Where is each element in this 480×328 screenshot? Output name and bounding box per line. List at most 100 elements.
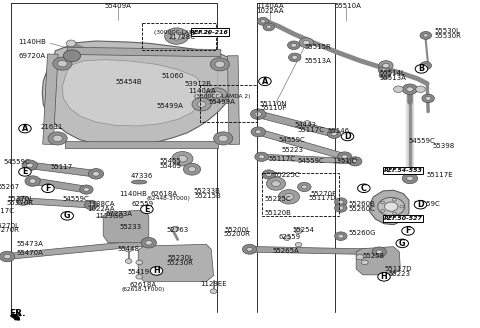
Circle shape	[93, 172, 99, 176]
Circle shape	[423, 34, 428, 37]
Circle shape	[416, 86, 425, 92]
Text: 54559C: 54559C	[278, 137, 305, 143]
Circle shape	[393, 212, 396, 215]
Circle shape	[327, 129, 341, 138]
Bar	[142, 23, 216, 50]
Circle shape	[145, 240, 152, 245]
Text: 21631: 21631	[41, 124, 63, 130]
Polygon shape	[370, 190, 409, 225]
Polygon shape	[65, 141, 218, 148]
Text: 1022AA: 1022AA	[256, 8, 284, 14]
Circle shape	[178, 155, 187, 162]
Polygon shape	[43, 54, 58, 144]
Circle shape	[379, 71, 391, 79]
Text: FR.: FR.	[10, 309, 26, 318]
Text: 55117: 55117	[50, 164, 72, 170]
Polygon shape	[250, 247, 379, 255]
Circle shape	[26, 163, 33, 168]
Text: 55200R: 55200R	[224, 231, 251, 237]
Polygon shape	[261, 154, 356, 164]
Text: 62618A: 62618A	[151, 191, 178, 196]
Polygon shape	[256, 129, 347, 159]
Circle shape	[255, 112, 262, 116]
Text: 54559C: 54559C	[408, 138, 435, 144]
Text: 1140HB: 1140HB	[120, 191, 147, 197]
Text: REF.50-527: REF.50-527	[384, 215, 422, 221]
Circle shape	[266, 173, 272, 176]
Circle shape	[255, 152, 268, 161]
Circle shape	[381, 210, 384, 212]
Circle shape	[136, 260, 143, 265]
Circle shape	[278, 190, 300, 204]
Circle shape	[141, 205, 153, 214]
Text: 55117C: 55117C	[0, 208, 14, 214]
Text: 55473A: 55473A	[16, 241, 43, 247]
Text: 55530L: 55530L	[435, 28, 461, 34]
Circle shape	[218, 135, 228, 142]
Circle shape	[337, 152, 352, 162]
Circle shape	[291, 43, 297, 47]
Text: 55117C: 55117C	[268, 156, 295, 162]
Circle shape	[420, 62, 432, 70]
Circle shape	[342, 155, 348, 159]
Text: 51060: 51060	[162, 73, 184, 79]
Polygon shape	[67, 47, 221, 57]
Circle shape	[88, 203, 94, 207]
Text: 55258: 55258	[363, 253, 385, 259]
Circle shape	[58, 60, 67, 67]
Text: 55513A: 55513A	[379, 75, 406, 81]
Text: A: A	[22, 124, 28, 133]
Text: 55499A: 55499A	[208, 99, 235, 105]
Text: 1140HB: 1140HB	[18, 39, 46, 45]
Text: 47336: 47336	[131, 173, 153, 179]
Text: 62559: 62559	[132, 201, 154, 207]
Circle shape	[125, 259, 132, 263]
Circle shape	[338, 234, 344, 238]
Text: 55223: 55223	[389, 271, 411, 277]
Circle shape	[378, 66, 390, 74]
Circle shape	[402, 227, 414, 235]
Circle shape	[255, 130, 261, 134]
Circle shape	[352, 159, 358, 163]
Circle shape	[247, 247, 252, 251]
Bar	[200, 85, 257, 122]
Circle shape	[415, 65, 428, 73]
Text: 55470A: 55470A	[16, 250, 43, 256]
Text: 55419: 55419	[128, 269, 150, 275]
Circle shape	[361, 260, 368, 265]
Circle shape	[425, 96, 431, 100]
Circle shape	[378, 197, 405, 216]
Circle shape	[251, 127, 265, 137]
Circle shape	[372, 247, 386, 257]
Circle shape	[298, 182, 311, 192]
Text: 57233A: 57233A	[106, 211, 132, 217]
Text: 55267: 55267	[0, 184, 19, 190]
Text: E: E	[144, 205, 150, 214]
Text: 55370R: 55370R	[7, 200, 34, 206]
Circle shape	[150, 267, 163, 275]
Polygon shape	[62, 60, 205, 126]
Circle shape	[19, 168, 31, 176]
Circle shape	[299, 38, 313, 48]
Text: 55270R: 55270R	[0, 227, 19, 233]
Circle shape	[171, 226, 179, 232]
Circle shape	[407, 87, 413, 92]
Circle shape	[53, 57, 72, 70]
Text: A: A	[262, 77, 268, 86]
Circle shape	[0, 251, 15, 262]
Circle shape	[402, 173, 418, 184]
Circle shape	[356, 255, 364, 260]
Text: 1351JD: 1351JD	[332, 158, 357, 164]
Text: (3300CC-LAMDA 2): (3300CC-LAMDA 2)	[193, 94, 250, 99]
Circle shape	[242, 244, 257, 254]
Text: 1338CA: 1338CA	[87, 201, 115, 207]
Text: 55233B: 55233B	[194, 188, 221, 194]
Text: 54559C: 54559C	[62, 196, 89, 202]
Text: 69720A: 69720A	[18, 53, 46, 59]
Circle shape	[210, 58, 229, 71]
Circle shape	[165, 28, 189, 44]
Text: 55409A: 55409A	[104, 3, 131, 9]
Text: G: G	[64, 211, 71, 220]
Circle shape	[53, 135, 62, 142]
Circle shape	[383, 63, 389, 68]
